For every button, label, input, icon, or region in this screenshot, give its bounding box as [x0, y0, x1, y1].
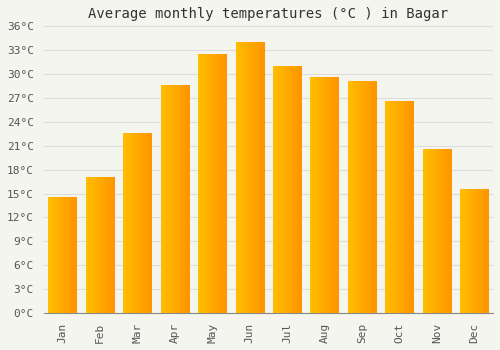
Title: Average monthly temperatures (°C ) in Bagar: Average monthly temperatures (°C ) in Ba… — [88, 7, 448, 21]
